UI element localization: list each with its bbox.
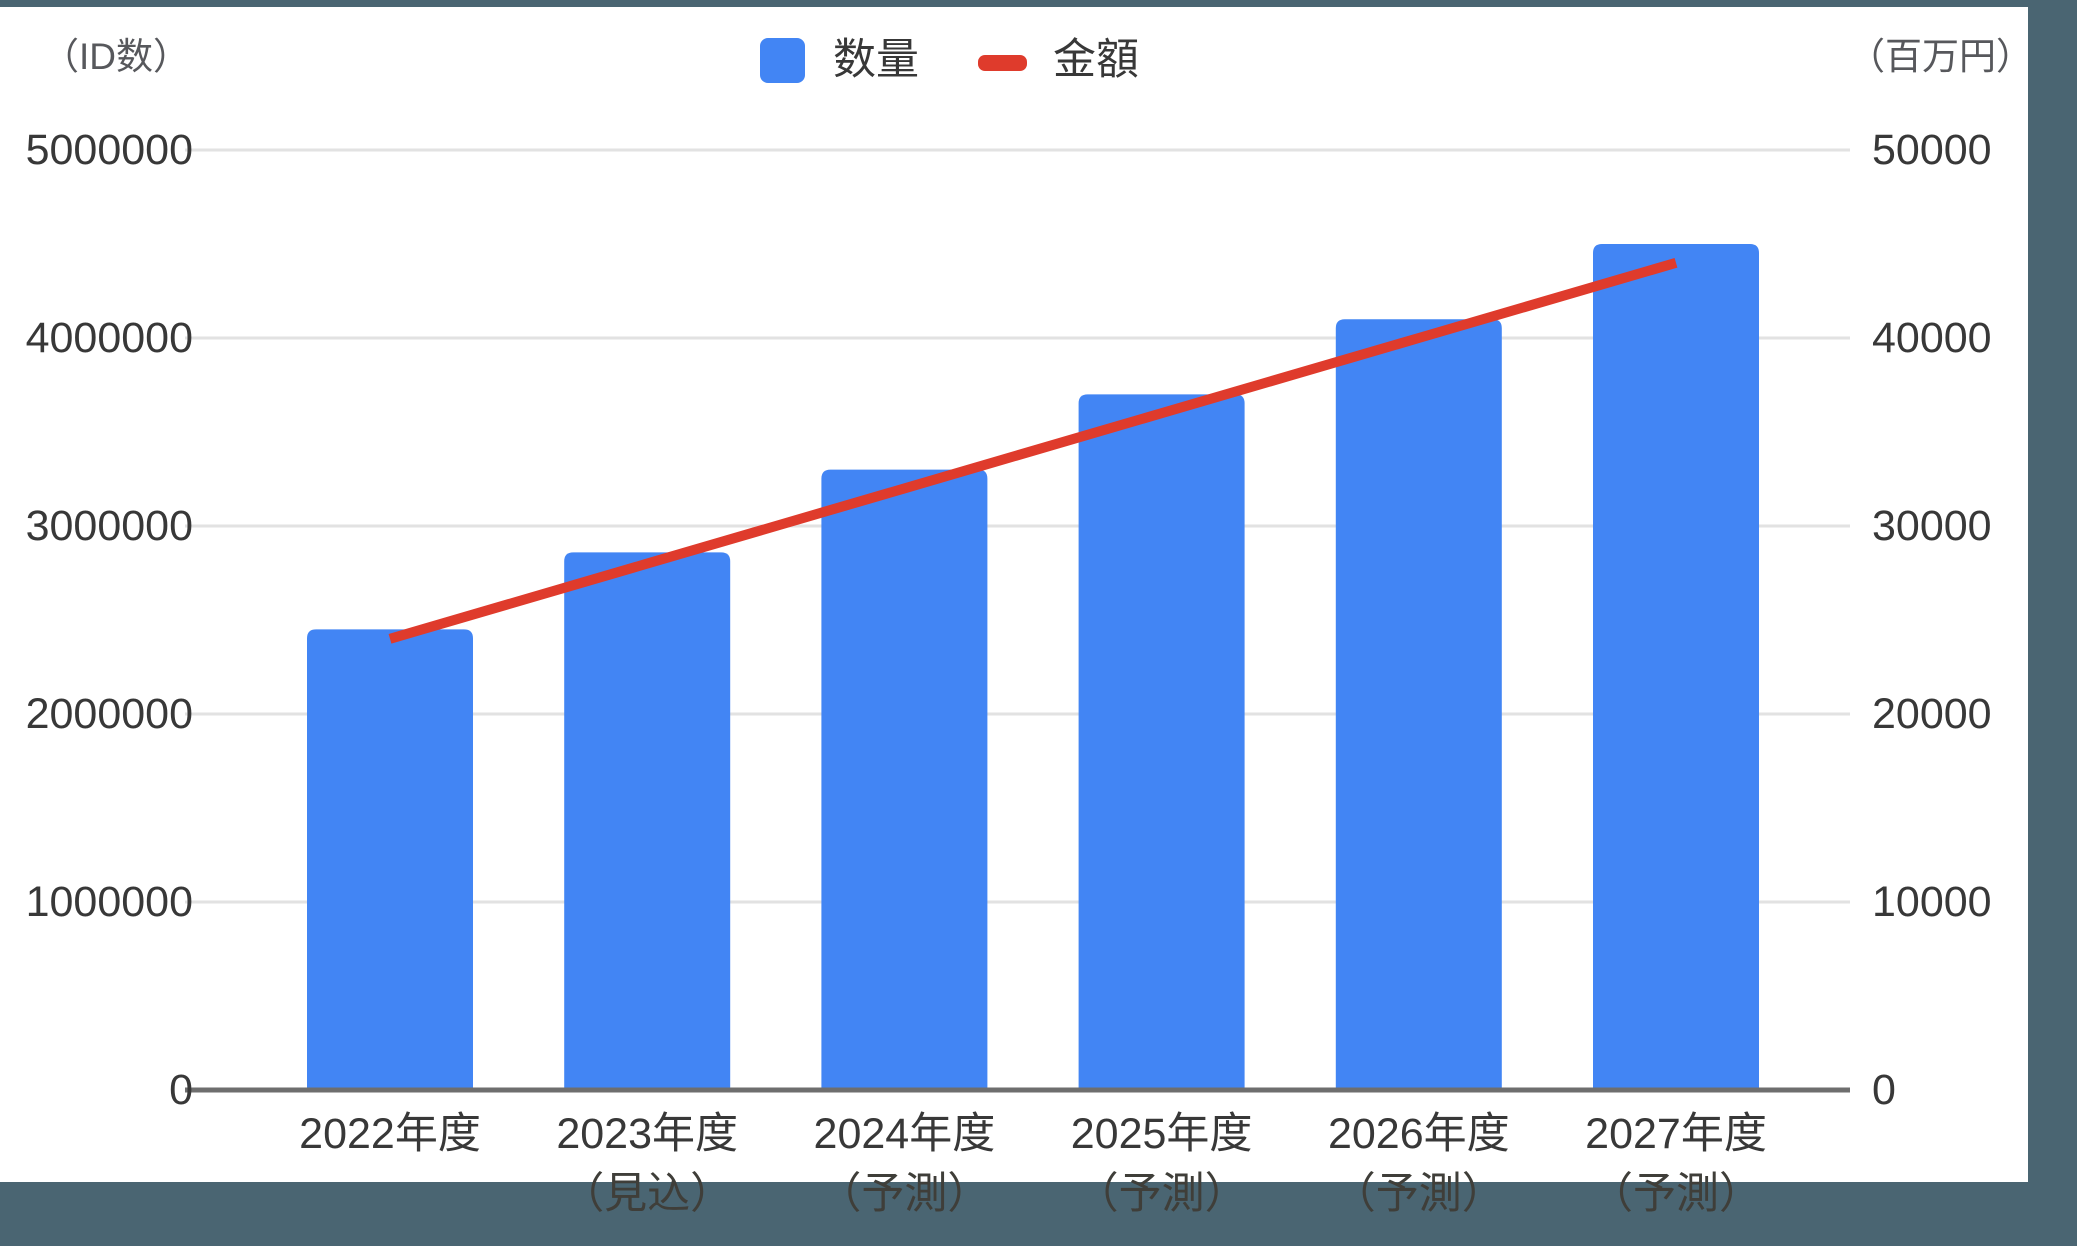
bar-2026年度 <box>1335 319 1502 1090</box>
x-axis-label: 2024年度 <box>813 1110 996 1158</box>
y-axis-tick-right: 50000 <box>1872 125 1992 174</box>
y-axis-tick-left: 5000000 <box>25 125 193 174</box>
right-axis-unit-label: （百万円） <box>1848 36 2033 77</box>
y-axis-tick-right: 30000 <box>1872 501 1992 550</box>
y-axis-tick-right: 40000 <box>1872 313 1992 362</box>
y-axis-tick-left: 2000000 <box>25 689 193 738</box>
y-axis-tick-left: 3000000 <box>25 501 193 550</box>
legend-line-label: 金額 <box>1053 36 1139 84</box>
bar-2023年度 <box>564 552 731 1090</box>
x-axis-sublabel: （予測） <box>1332 1170 1505 1218</box>
bar-2024年度 <box>821 469 988 1091</box>
x-axis-label: 2025年度 <box>1070 1110 1253 1158</box>
bar-2025年度 <box>1078 394 1245 1090</box>
left-axis-unit-label: （ID数） <box>42 36 190 77</box>
y-axis-tick-left: 4000000 <box>25 313 193 362</box>
x-axis-sublabel: （予測） <box>1590 1170 1762 1218</box>
x-axis-sublabel: （予測） <box>1075 1170 1248 1218</box>
x-axis-label: 2027年度 <box>1585 1110 1767 1158</box>
x-axis-label: 2022年度 <box>299 1110 481 1158</box>
x-axis-sublabel: （予測） <box>818 1170 991 1218</box>
x-axis-label: 2023年度 <box>556 1110 739 1158</box>
y-axis-tick-right: 0 <box>1872 1065 1896 1114</box>
amount-line <box>388 258 1678 644</box>
bar-2027年度 <box>1593 244 1759 1090</box>
y-axis-tick-right: 10000 <box>1872 877 1992 926</box>
legend-bar-label: 数量 <box>833 36 919 84</box>
legend-line-swatch-icon <box>978 55 1027 71</box>
y-axis-tick-left: 0 <box>169 1065 193 1114</box>
bar-2022年度 <box>307 629 473 1090</box>
legend-bar-swatch-icon <box>760 38 805 83</box>
y-axis-tick-left: 1000000 <box>25 877 193 926</box>
y-axis-tick-right: 20000 <box>1872 689 1992 738</box>
x-axis-label: 2026年度 <box>1327 1110 1510 1158</box>
x-axis-sublabel: （見込） <box>561 1170 734 1218</box>
